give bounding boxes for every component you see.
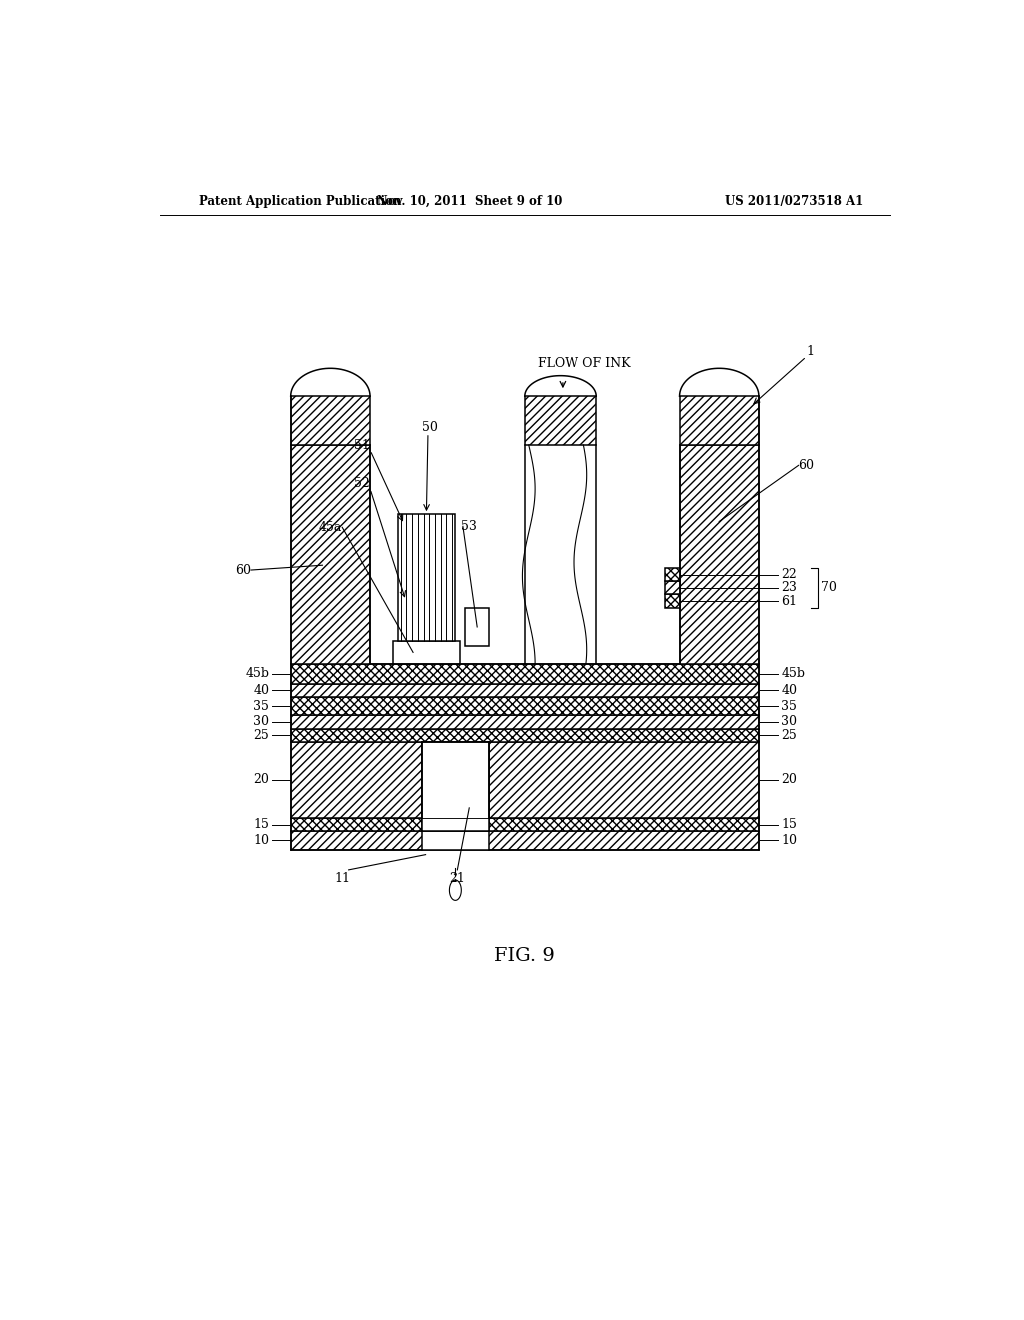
Text: 35: 35 [781,700,797,713]
Text: 70: 70 [821,581,837,594]
Text: 40: 40 [781,684,797,697]
Bar [524,396,596,445]
Text: 10: 10 [781,834,797,847]
Text: 52: 52 [354,477,370,490]
Text: 30: 30 [781,715,797,729]
Bar [393,642,460,664]
Text: 1: 1 [807,345,814,358]
Text: 30: 30 [253,715,269,729]
Text: 25: 25 [254,729,269,742]
Text: 60: 60 [234,564,251,577]
Bar [291,818,422,832]
Bar [680,396,759,445]
Text: 45b: 45b [781,667,805,680]
Text: 11: 11 [334,873,350,884]
Bar [291,729,759,742]
Text: 50: 50 [422,421,437,434]
Bar [489,818,759,832]
Text: Patent Application Publication: Patent Application Publication [200,194,402,207]
Bar [465,607,489,647]
Text: 51: 51 [354,438,370,451]
Text: 10: 10 [253,834,269,847]
Bar [291,684,759,697]
Text: Nov. 10, 2011  Sheet 9 of 10: Nov. 10, 2011 Sheet 9 of 10 [377,194,562,207]
Text: 35: 35 [253,700,269,713]
Bar [666,594,680,607]
Bar [291,742,422,818]
Bar [422,742,489,832]
Bar [291,715,759,729]
Text: 20: 20 [781,774,797,787]
Text: FLOW OF INK: FLOW OF INK [538,358,631,370]
Text: 25: 25 [781,729,797,742]
Text: 45a: 45a [318,521,342,533]
Bar [422,832,489,850]
Text: 20: 20 [253,774,269,787]
Bar [489,742,759,818]
Text: 21: 21 [450,873,465,884]
Bar [397,515,455,642]
Text: 40: 40 [253,684,269,697]
Bar [291,664,759,684]
Text: 45b: 45b [246,667,269,680]
Bar [666,568,680,581]
Bar [291,697,759,715]
Text: 15: 15 [253,818,269,832]
Text: 60: 60 [799,459,815,471]
Text: 23: 23 [781,581,797,594]
Text: 22: 22 [781,568,797,581]
Text: FIG. 9: FIG. 9 [495,948,555,965]
Text: 61: 61 [781,594,797,607]
Bar [680,445,759,664]
Bar [291,832,759,850]
Bar [291,445,370,664]
Text: 15: 15 [781,818,797,832]
Bar [291,396,370,445]
Text: US 2011/0273518 A1: US 2011/0273518 A1 [725,194,864,207]
Text: 53: 53 [461,520,477,533]
Bar [666,581,680,594]
